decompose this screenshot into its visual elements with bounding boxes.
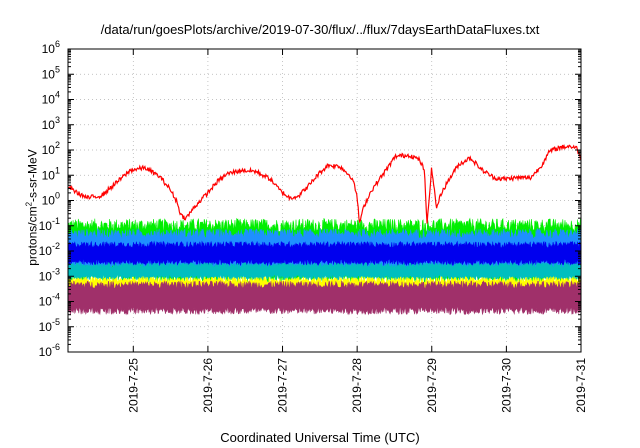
data-bands: [67, 217, 582, 316]
x-axis-ticks: 2019-7-25 2019-7-26 2019-7-27 2019-7-28 2019…: [126, 49, 588, 413]
y-tick-label: 100: [42, 191, 60, 208]
y-tick-exponent: 0: [55, 191, 60, 201]
series-line-0: [67, 143, 582, 224]
y-tick-base: 10: [42, 93, 56, 107]
y-tick-exponent: -4: [52, 292, 60, 302]
y-tick-label: 102: [42, 140, 60, 157]
y-tick-base: 10: [42, 118, 56, 132]
y-tick-base: 10: [42, 67, 56, 81]
x-tick-label: 2019-7-25: [126, 358, 140, 413]
y-tick-exponent: -6: [52, 342, 60, 352]
y-tick-label: 103: [42, 115, 60, 132]
x-axis-label: Coordinated Universal Time (UTC): [220, 430, 420, 445]
x-tick-label: 2019-7-26: [201, 358, 215, 413]
y-tick-label: 10-6: [39, 342, 60, 359]
y-tick-label: 10-3: [39, 266, 60, 283]
y-tick-exponent: -1: [52, 216, 60, 226]
data-lines: [67, 143, 582, 224]
y-tick-base: 10: [42, 42, 56, 56]
y-tick-exponent: -5: [52, 317, 60, 327]
y-axis-ticks: 10-610-510-410-310-210-11001011021031041…: [39, 39, 581, 359]
y-tick-exponent: -3: [52, 266, 60, 276]
x-tick-label: 2019-7-28: [350, 358, 364, 413]
y-tick-label: 10-4: [39, 292, 60, 309]
x-tick-label: 2019-7-29: [425, 358, 439, 413]
y-tick-label: 101: [42, 165, 60, 182]
y-tick-base: 10: [42, 143, 56, 157]
y-tick-exponent: 2: [55, 140, 60, 150]
y-tick-label: 10-5: [39, 317, 60, 334]
chart-title: /data/run/goesPlots/archive/2019-07-30/f…: [100, 22, 540, 37]
y-tick-exponent: 4: [55, 90, 60, 100]
x-tick-label: 2019-7-30: [499, 358, 513, 413]
y-tick-base: 10: [39, 320, 53, 334]
y-tick-label: 10-1: [39, 216, 60, 233]
x-tick-label: 2019-7-27: [276, 358, 290, 413]
y-tick-exponent: 6: [55, 39, 60, 49]
y-tick-exponent: -2: [52, 241, 60, 251]
y-tick-base: 10: [39, 295, 53, 309]
y-tick-exponent: 1: [55, 165, 60, 175]
y-tick-base: 10: [42, 168, 56, 182]
y-tick-base: 10: [39, 345, 53, 359]
y-tick-base: 10: [39, 244, 53, 258]
y-tick-label: 104: [42, 90, 60, 107]
y-tick-base: 10: [42, 194, 56, 208]
x-tick-label: 2019-7-31: [574, 358, 588, 413]
y-tick-base: 10: [39, 269, 53, 283]
y-tick-exponent: 5: [55, 64, 60, 74]
y-tick-exponent: 3: [55, 115, 60, 125]
y-tick-label: 105: [42, 64, 60, 81]
y-tick-label: 10-2: [39, 241, 60, 258]
y-tick-label: 106: [42, 39, 60, 56]
y-tick-base: 10: [39, 219, 53, 233]
